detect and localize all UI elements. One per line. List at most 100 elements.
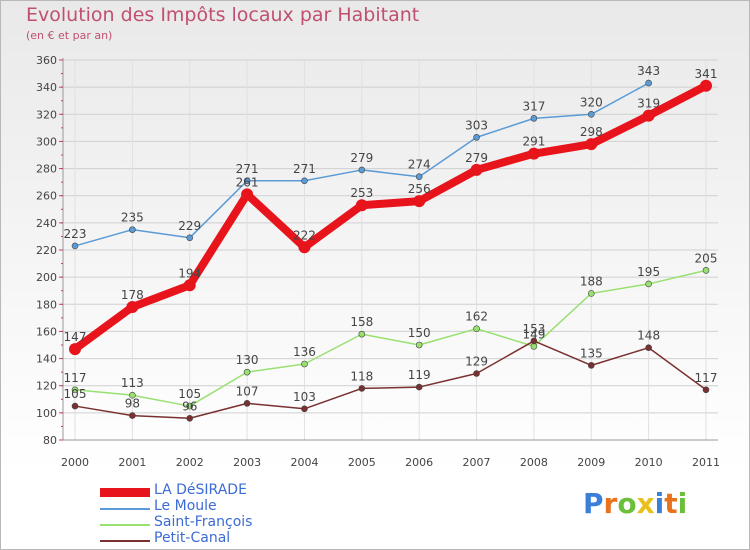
data-label: 319	[637, 97, 660, 111]
series-point-1	[473, 134, 480, 141]
series-point-1	[645, 79, 652, 87]
series-point-0	[642, 109, 655, 122]
data-label: 117	[64, 371, 87, 385]
logo-letter: r	[603, 487, 618, 520]
series-point-1	[301, 177, 308, 185]
x-tick-label: 2009	[577, 456, 605, 469]
data-label: 135	[580, 346, 603, 360]
data-label: 341	[695, 67, 718, 81]
data-label: 205	[695, 251, 718, 265]
x-tick-label: 2003	[233, 456, 261, 469]
series-point-2	[243, 368, 251, 376]
data-label: 317	[522, 99, 545, 113]
data-label: 119	[408, 368, 431, 382]
data-label: 256	[408, 182, 431, 196]
y-tick-label: 280	[36, 163, 57, 176]
data-label: 107	[236, 384, 259, 398]
legend-label-1: LA DéSIRADE	[154, 482, 247, 498]
series-point-2	[702, 267, 710, 274]
data-label: 298	[580, 125, 603, 139]
chart-subtitle: (en € et par an)	[26, 29, 113, 42]
data-label: 222	[293, 228, 316, 242]
logo-letter: x	[636, 487, 655, 520]
y-tick-label: 160	[36, 325, 57, 338]
series-point-3	[415, 383, 423, 391]
y-tick-label: 120	[36, 380, 57, 393]
data-label: 148	[637, 329, 660, 343]
series-point-2	[129, 391, 136, 399]
data-label: 194	[178, 266, 201, 280]
data-label: 253	[350, 186, 373, 200]
series-point-0	[355, 199, 368, 212]
y-tick-label: 320	[36, 108, 57, 121]
series-point-0	[241, 188, 254, 201]
legend-swatch-3	[100, 524, 150, 526]
series-point-0	[470, 163, 483, 176]
data-label: 274	[408, 158, 431, 172]
series-point-3	[473, 370, 480, 377]
series-point-0	[298, 241, 311, 254]
series-point-1	[243, 177, 251, 185]
legend-label-3: Saint-François	[154, 514, 253, 530]
series-point-3	[645, 344, 652, 352]
data-label: 178	[121, 288, 144, 302]
data-label: 229	[178, 219, 201, 233]
series-point-3	[71, 402, 79, 410]
y-tick-label: 200	[36, 271, 57, 284]
series-line-2	[74, 269, 707, 407]
series-point-2	[530, 343, 538, 350]
data-label: 105	[64, 387, 87, 401]
x-tick-label: 2000	[61, 456, 89, 469]
series-point-1	[587, 110, 595, 118]
legend-swatch-2	[100, 508, 150, 510]
series-point-3	[129, 412, 136, 419]
y-tick-label: 300	[36, 135, 57, 148]
series-point-2	[301, 360, 308, 368]
series-point-2	[587, 290, 595, 297]
x-tick-label: 2008	[520, 456, 548, 469]
chart-title: Evolution des Impôts locaux par Habitant	[26, 4, 420, 26]
data-label: 271	[293, 162, 316, 176]
series-point-0	[69, 343, 81, 356]
data-label: 195	[637, 265, 660, 279]
proxiti-logo: Proxiti	[583, 487, 687, 520]
y-tick-label: 260	[36, 190, 57, 203]
data-label: 153	[522, 322, 545, 336]
data-label: 162	[465, 310, 488, 324]
series-point-3	[186, 414, 194, 422]
x-tick-label: 2004	[290, 456, 318, 469]
y-tick-label: 240	[36, 217, 57, 230]
series-point-0	[126, 301, 139, 313]
series-point-0	[183, 279, 196, 292]
series-point-3	[702, 386, 710, 394]
data-label: 96	[182, 399, 197, 413]
x-tick-label: 2007	[463, 456, 491, 469]
data-label: 235	[121, 211, 144, 225]
data-label: 113	[121, 376, 144, 390]
y-tick-label: 100	[36, 407, 57, 420]
data-label: 129	[465, 355, 488, 369]
data-label: 271	[236, 162, 259, 176]
x-tick-label: 2002	[176, 456, 204, 469]
series-point-3	[587, 362, 595, 369]
logo-letter: P	[583, 487, 604, 520]
data-label: 223	[64, 227, 87, 241]
y-tick-label: 140	[36, 353, 57, 366]
x-tick-label: 2005	[348, 456, 376, 469]
series-point-2	[71, 386, 79, 394]
series-point-3	[530, 337, 538, 345]
logo-letter: o	[617, 487, 637, 520]
series-point-2	[415, 341, 423, 349]
series-point-3	[358, 385, 366, 392]
data-label: 158	[350, 315, 373, 329]
series-point-2	[473, 325, 480, 333]
series-point-1	[415, 173, 423, 181]
data-label: 98	[125, 397, 140, 411]
series-line-3	[74, 340, 707, 420]
series-point-0	[700, 79, 712, 92]
series-point-1	[530, 115, 538, 122]
series-point-1	[129, 226, 136, 233]
data-label: 136	[293, 345, 316, 359]
y-tick-label: 340	[36, 81, 57, 94]
